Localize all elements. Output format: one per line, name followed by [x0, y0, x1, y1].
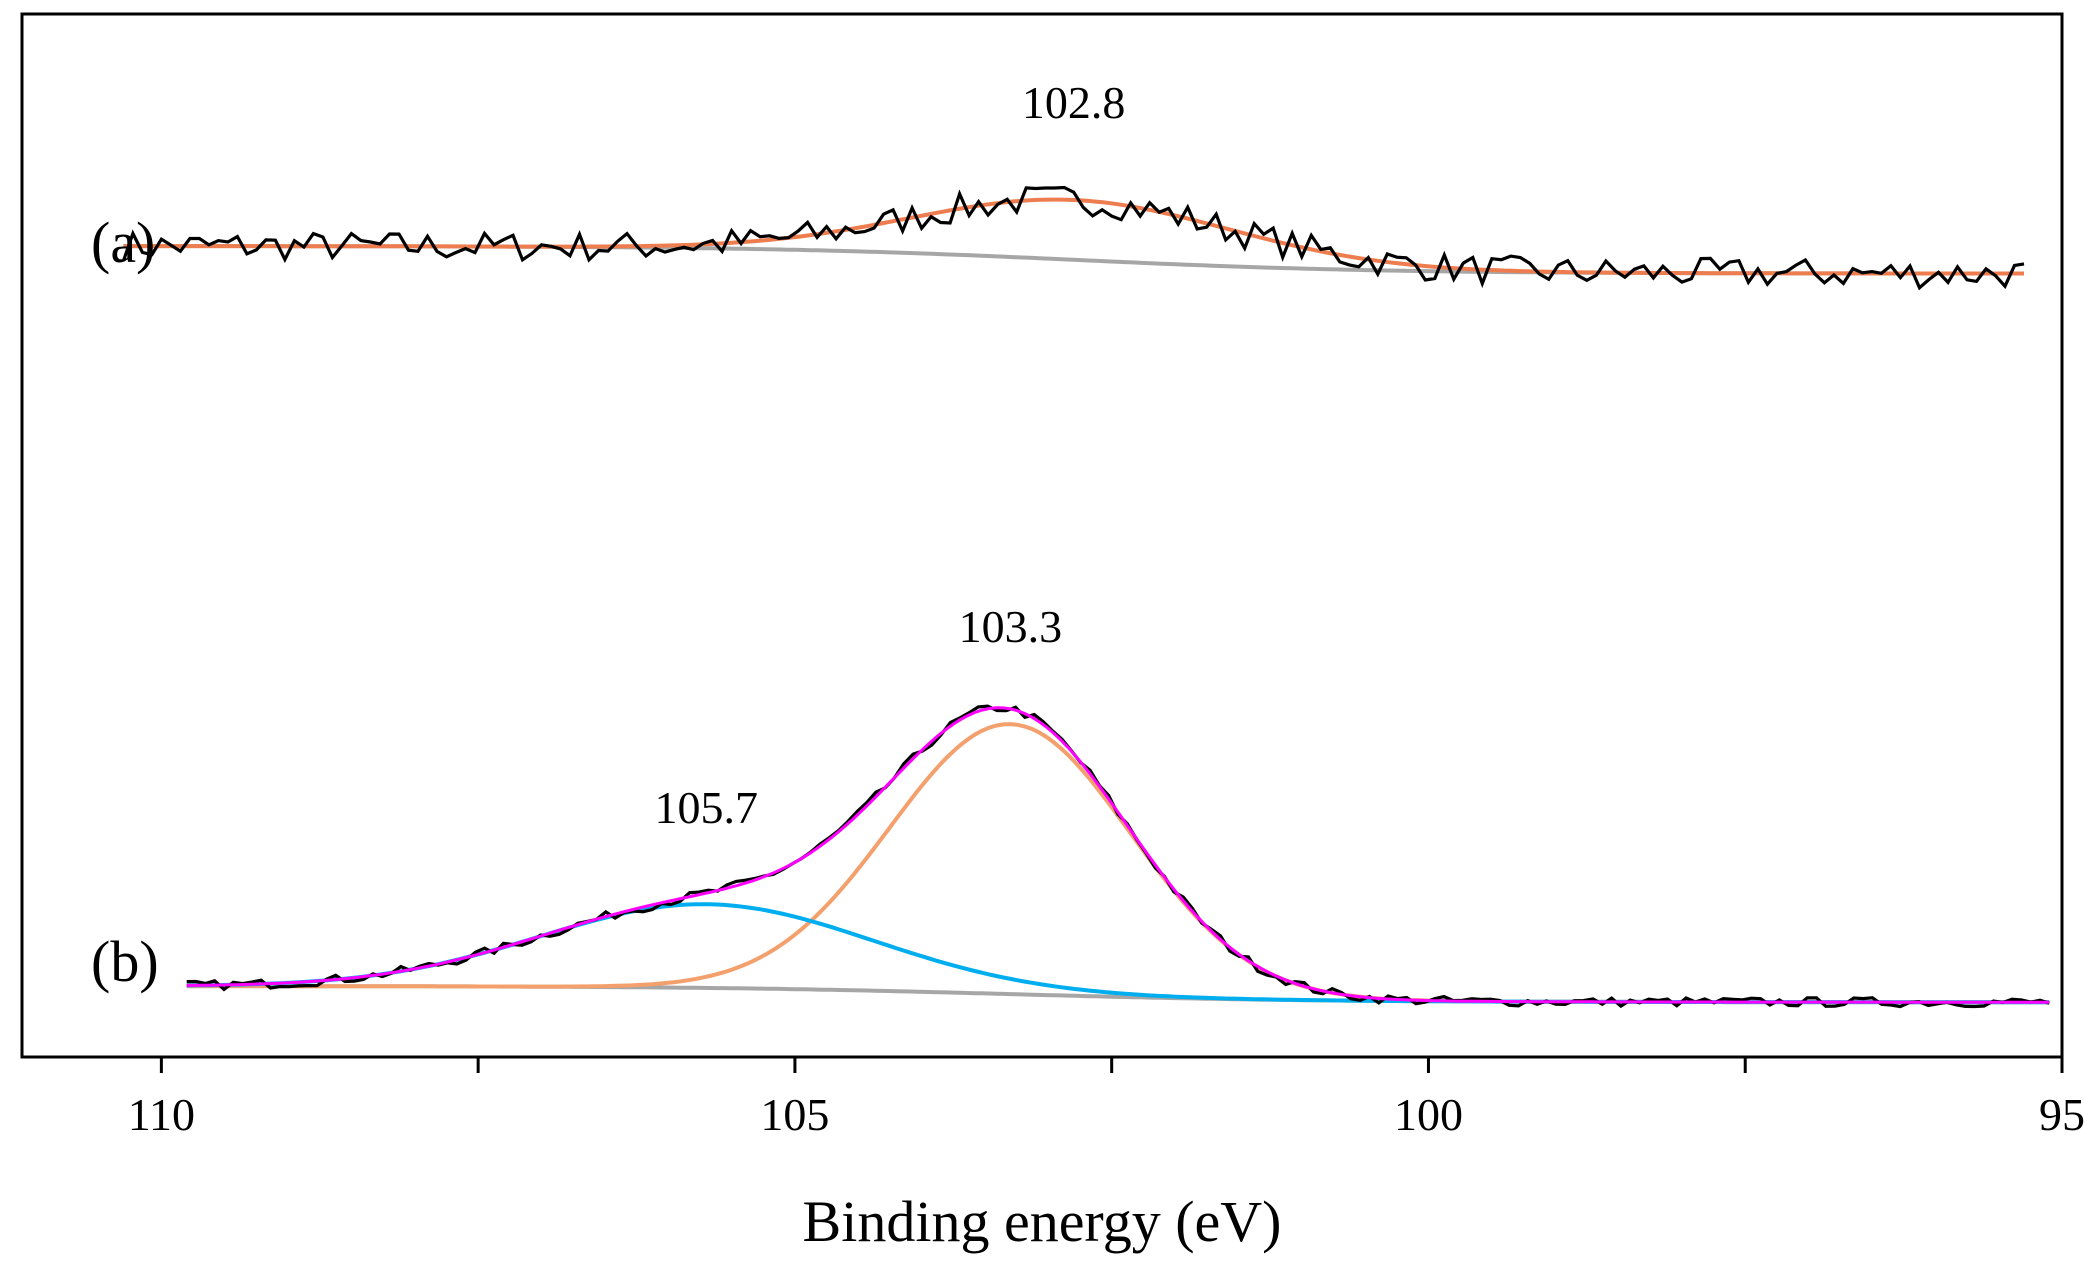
- panel-label: (b): [91, 929, 159, 994]
- peak-annotation: 105.7: [654, 782, 758, 833]
- fit-peak-fit: [123, 197, 2024, 276]
- x-axis-tick-labels: 110 105 100 95: [128, 1089, 2084, 1140]
- peak-annotation: 103.3: [959, 601, 1063, 652]
- raw-spectrum: [121, 185, 2025, 291]
- panel-b: [186, 704, 2050, 1009]
- series-layer: [121, 185, 2050, 1009]
- x-tick-label: 100: [1394, 1089, 1463, 1140]
- fit-envelope: [186, 706, 2050, 1004]
- x-axis-ticks: [159, 1057, 2064, 1073]
- labels-layer: (a) 102.8 (b) 103.3 105.7: [91, 77, 1125, 994]
- raw-spectrum: [186, 704, 2050, 1009]
- plot-frame: [20, 12, 2064, 1059]
- x-tick-label: 95: [2039, 1089, 2084, 1140]
- x-tick-label: 110: [128, 1089, 195, 1140]
- panel-a: [121, 185, 2025, 291]
- x-tick-label: 105: [760, 1089, 829, 1140]
- panel-label: (a): [91, 210, 155, 275]
- peak-annotation: 102.8: [1022, 77, 1126, 128]
- x-axis-title: Binding energy (eV): [803, 1189, 1282, 1254]
